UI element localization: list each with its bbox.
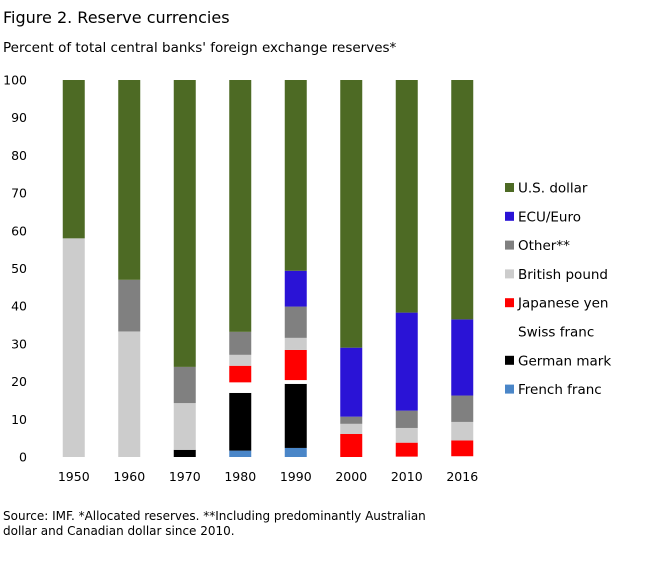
bar-segment	[229, 365, 252, 383]
bar-segment	[173, 403, 196, 450]
bar-segment	[340, 80, 363, 348]
bar-segment	[284, 383, 307, 448]
bar-segment	[284, 337, 307, 350]
bar-segment	[395, 442, 418, 457]
legend-swatch	[505, 211, 514, 221]
bar-segment	[340, 434, 363, 457]
bar-segment	[451, 421, 474, 441]
legend-swatch	[505, 327, 514, 336]
bar-segment	[451, 395, 474, 422]
y-tick-label: 60	[11, 223, 27, 238]
legend-label: British pound	[518, 267, 608, 283]
x-tick-label: 1990	[280, 469, 312, 484]
bar-segment	[451, 80, 474, 320]
y-tick-label: 10	[11, 412, 27, 427]
legend-swatch	[505, 298, 514, 308]
y-tick-label: 40	[11, 299, 27, 314]
bar-segment	[173, 366, 196, 404]
y-tick-label: 50	[11, 261, 27, 276]
bar-segment	[284, 380, 307, 384]
bar-segment	[395, 80, 418, 313]
bar-segment	[340, 416, 363, 424]
x-tick-label: 2010	[391, 469, 423, 484]
legend-label: U.S. dollar	[518, 181, 588, 197]
chart-title: Figure 2. Reserve currencies	[3, 8, 230, 27]
bar-segment	[118, 80, 141, 280]
bar-segment	[340, 423, 363, 435]
x-tick-label: 1980	[224, 469, 256, 484]
legend-label: French franc	[518, 382, 602, 398]
bar-segment	[451, 319, 474, 396]
y-tick-label: 100	[3, 73, 27, 88]
legend-label: German mark	[518, 353, 611, 369]
legend-swatch	[505, 240, 514, 250]
bar-segment	[284, 447, 307, 457]
bar-segment	[118, 331, 141, 457]
bar-segment	[340, 347, 363, 417]
bar-segment	[229, 382, 252, 393]
bar-segment	[229, 80, 252, 332]
bar-segment	[229, 354, 252, 366]
bar-segment	[284, 80, 307, 271]
x-tick-label: 1960	[113, 469, 145, 484]
bar-segment	[229, 392, 252, 451]
bar-segment	[62, 238, 85, 457]
bar-segment	[118, 279, 141, 332]
bar-segment	[395, 427, 418, 443]
y-tick-label: 30	[11, 336, 27, 351]
legend-label: ECU/Euro	[518, 209, 581, 225]
legend-swatch	[505, 355, 514, 365]
x-tick-label: 2016	[446, 469, 478, 484]
bar-segment	[284, 349, 307, 381]
y-tick-label: 90	[11, 110, 27, 125]
legend-swatch	[505, 269, 514, 279]
legend-label: Other**	[518, 238, 570, 254]
bar-segment	[451, 440, 474, 457]
legend-swatch	[505, 183, 514, 192]
bar-segment	[62, 80, 85, 239]
source-note: Source: IMF. *Allocated reserves. **Incl…	[3, 509, 426, 538]
x-tick-label: 1950	[58, 469, 90, 484]
bar-segment	[284, 306, 307, 338]
y-tick-label: 80	[11, 148, 27, 163]
x-tick-label: 1970	[169, 469, 201, 484]
bar-segment	[395, 312, 418, 411]
bar-segment	[229, 331, 252, 355]
bar-segment	[284, 270, 307, 307]
bar-segment	[173, 80, 196, 367]
x-tick-label: 2000	[335, 469, 367, 484]
bar-segment	[395, 410, 418, 428]
bar-segment	[173, 449, 196, 457]
legend-label: Swiss franc	[518, 325, 594, 341]
bar-segment	[451, 456, 474, 457]
legend-label: Japanese yen	[517, 296, 608, 312]
y-tick-label: 0	[19, 450, 27, 465]
chart-subtitle: Percent of total central banks' foreign …	[3, 40, 397, 56]
y-tick-label: 20	[11, 374, 27, 389]
legend-swatch	[505, 384, 514, 394]
bar-segment	[229, 450, 252, 457]
y-tick-label: 70	[11, 186, 27, 201]
